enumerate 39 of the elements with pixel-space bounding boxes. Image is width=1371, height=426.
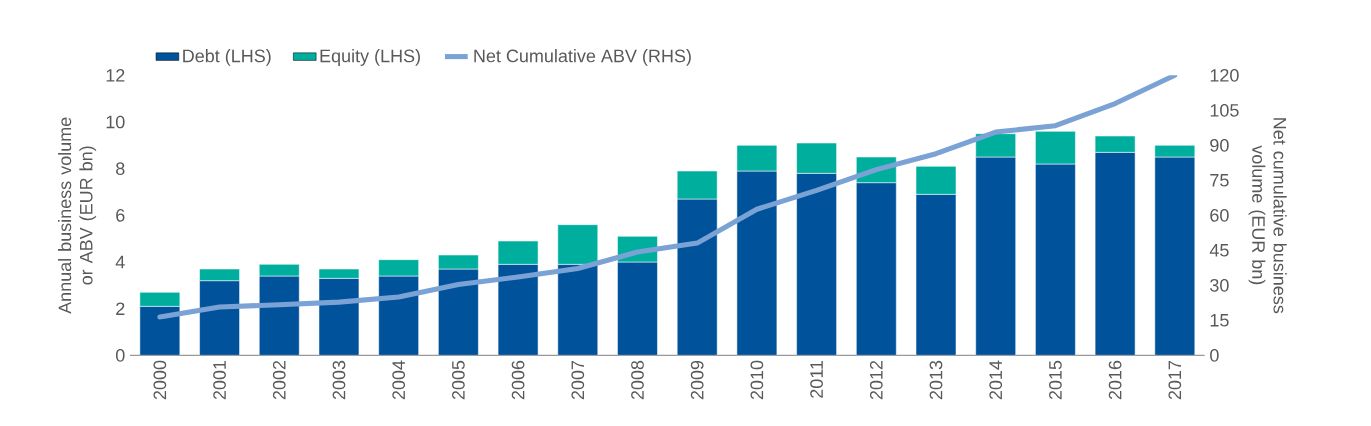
y2-tick-label: 105	[1210, 103, 1239, 117]
x-tick-label: 2015	[1049, 360, 1062, 400]
y2-tick-label: 90	[1210, 138, 1229, 152]
x-tick-label: 2014	[989, 360, 1003, 400]
y-tick-label: 8	[116, 162, 125, 176]
y2-axis-title: Net cumulative business volume (EUR bn)	[1248, 118, 1287, 314]
x-tick-label: 2010	[750, 360, 764, 400]
y-tick-label: 12	[106, 69, 125, 82]
legend-label: Debt (LHS)	[183, 49, 271, 66]
y-axis-title: Annual business volume or ABV (EUR bn)	[58, 117, 97, 314]
y2-tick-label: 75	[1210, 174, 1229, 187]
x-tick-label: 2016	[1108, 360, 1122, 400]
x-tick-label: 2003	[332, 360, 346, 400]
y2-tick-label: 120	[1210, 68, 1239, 82]
x-tick-label: 2002	[272, 360, 286, 400]
y-tick-label: 4	[115, 255, 125, 269]
y-tick-label: 2	[116, 302, 125, 315]
legend-label: Equity (LHS)	[320, 49, 420, 66]
x-tick-label: 2011	[810, 360, 823, 398]
legend-label: Net Cumulative ABV (RHS)	[474, 49, 691, 66]
x-tick-label: 2013	[929, 360, 943, 400]
x-tick-label: 2000	[153, 360, 167, 400]
y-tick-label: 10	[106, 115, 125, 129]
y2-tick-label: 0	[1210, 348, 1219, 362]
y2-tick-label: 30	[1210, 278, 1229, 292]
x-tick-label: 2005	[452, 360, 465, 400]
x-tick-label: 2009	[690, 360, 704, 400]
x-tick-label: 2008	[631, 360, 644, 400]
y2-tick-label: 15	[1210, 314, 1229, 327]
x-tick-label: 2001	[213, 360, 226, 400]
y2-tick-label: 60	[1210, 208, 1229, 222]
y-tick-label: 6	[116, 208, 125, 222]
x-tick-label: 2007	[571, 360, 585, 400]
x-tick-label: 2006	[511, 360, 525, 400]
y-tick-label: 0	[116, 348, 125, 362]
x-tick-label: 2004	[392, 360, 406, 400]
y2-tick-label: 45	[1209, 244, 1229, 257]
x-tick-label: 2012	[869, 360, 883, 400]
x-tick-label: 2017	[1168, 360, 1182, 400]
